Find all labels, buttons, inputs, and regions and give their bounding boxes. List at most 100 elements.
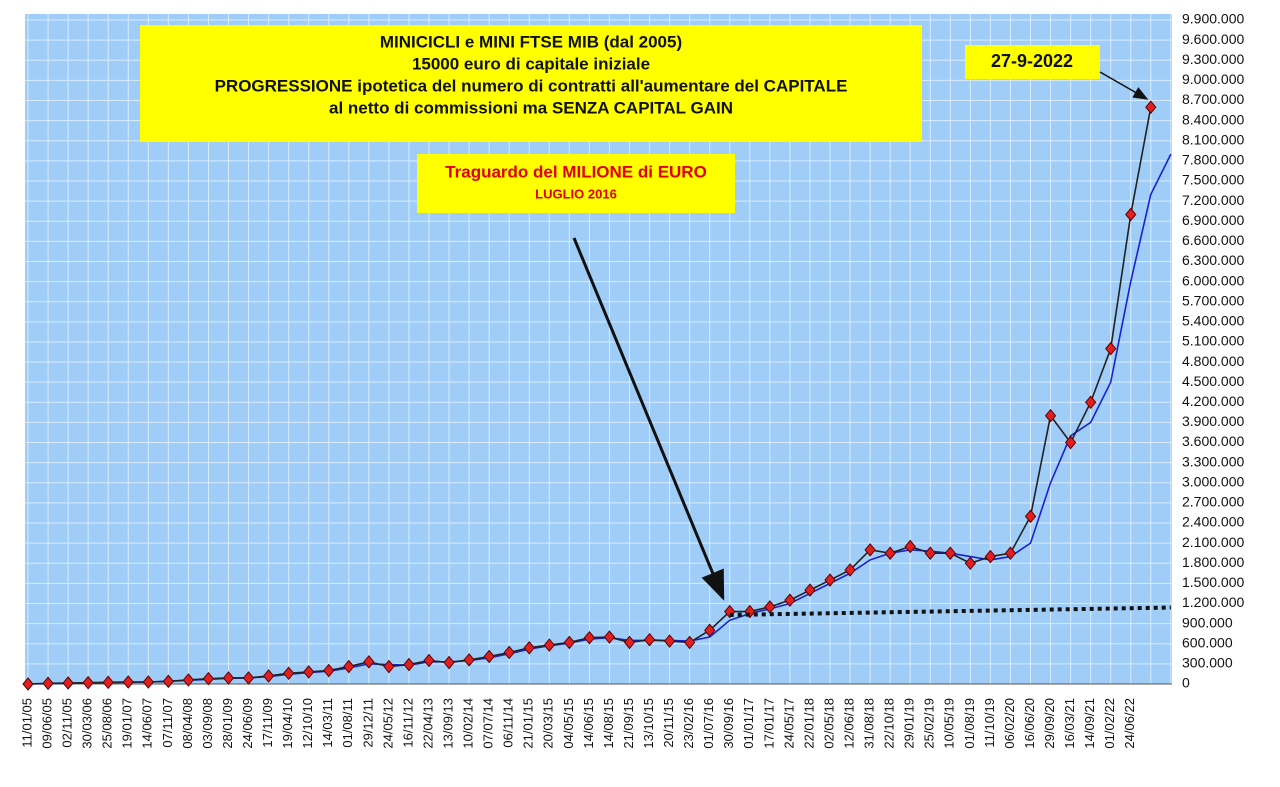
y-tick-label: 9.300.000	[1182, 51, 1244, 67]
marker	[543, 638, 555, 652]
y-tick-label: 4.200.000	[1182, 393, 1244, 409]
y-tick-label: 8.100.000	[1182, 131, 1244, 147]
x-tick-label: 06/11/14	[501, 698, 516, 748]
marker	[523, 641, 535, 655]
marker	[1125, 207, 1137, 222]
x-tick-label: 01/02/22	[1102, 698, 1117, 749]
y-tick-label: 8.700.000	[1182, 91, 1244, 107]
x-tick-label: 11/10/19	[982, 698, 997, 748]
y-tick-label: 8.400.000	[1182, 111, 1244, 127]
x-tick-label: 19/01/07	[120, 698, 135, 749]
marker	[824, 573, 836, 587]
marker	[1145, 100, 1157, 114]
marker	[323, 663, 335, 678]
x-tick-label: 01/08/11	[340, 698, 355, 748]
x-tick-label: 07/11/07	[160, 698, 175, 748]
x-tick-label: 06/02/20	[1002, 698, 1017, 749]
x-tick-label: 14/06/15	[581, 698, 596, 749]
y-tick-label: 2.700.000	[1182, 494, 1244, 510]
marker	[62, 676, 74, 690]
x-tick-label: 16/06/20	[1022, 698, 1037, 749]
marker	[744, 604, 756, 619]
x-tick-label: 24/06/09	[240, 698, 255, 749]
marker	[42, 676, 54, 691]
y-tick-label: 3.600.000	[1182, 433, 1244, 449]
y-tick-label: 2.100.000	[1182, 534, 1244, 550]
y-tick-label: 6.600.000	[1182, 232, 1244, 248]
x-tick-label: 29/12/11	[360, 698, 375, 748]
marker	[683, 635, 696, 650]
y-tick-label: 9.600.000	[1182, 31, 1244, 47]
marker	[303, 665, 315, 679]
x-tick-label: 14/03/11	[320, 698, 335, 748]
marker	[162, 674, 175, 689]
x-tick-label: 02/05/18	[821, 698, 836, 749]
marker	[363, 655, 375, 669]
marker	[343, 659, 355, 674]
title-line: 15000 euro di capitale iniziale	[412, 54, 650, 73]
y-tick-label: 1.800.000	[1182, 554, 1244, 570]
marker	[563, 635, 576, 650]
marker	[623, 635, 636, 650]
x-tick-label: 07/07/14	[481, 698, 496, 749]
arrow	[1099, 71, 1149, 100]
marker	[804, 583, 816, 597]
arrow	[572, 237, 725, 601]
x-tick-label: 12/10/10	[300, 698, 315, 749]
y-tick-label: 6.900.000	[1182, 212, 1244, 228]
marker	[22, 677, 34, 691]
marker	[182, 673, 195, 687]
x-tick-label: 24/06/22	[1122, 698, 1137, 749]
marker	[643, 632, 656, 647]
end-date-label: 27-9-2022	[991, 51, 1073, 71]
marker	[463, 653, 475, 667]
y-tick-label: 3.000.000	[1182, 473, 1244, 489]
marker	[1064, 435, 1077, 450]
y-tick-label: 900.000	[1182, 614, 1233, 630]
x-tick-label: 04/05/15	[561, 698, 576, 749]
x-tick-label: 08/04/08	[180, 698, 195, 749]
marker	[904, 539, 916, 554]
x-tick-label: 21/01/15	[521, 698, 536, 749]
marker	[1105, 341, 1117, 356]
x-tick-label: 16/03/21	[1062, 698, 1077, 749]
y-tick-label: 0	[1182, 675, 1190, 691]
x-tick-label: 25/08/06	[100, 698, 115, 749]
milestone-label: Traguardo del MILIONE di EURO	[445, 162, 707, 181]
x-tick-label: 14/09/21	[1082, 698, 1097, 749]
marker	[503, 645, 515, 660]
series-line	[729, 605, 1171, 617]
marker	[242, 671, 255, 685]
x-tick-label: 20/11/15	[661, 698, 676, 748]
x-tick-label: 02/11/05	[60, 698, 75, 748]
marker	[704, 623, 716, 638]
marker	[202, 671, 215, 686]
y-tick-label: 1.200.000	[1182, 594, 1244, 610]
marker	[262, 669, 275, 683]
x-tick-label: 13/09/13	[440, 698, 455, 749]
marker	[102, 675, 114, 690]
marker	[1084, 395, 1097, 410]
y-tick-label: 4.800.000	[1182, 353, 1244, 369]
marker	[122, 675, 134, 689]
x-tick-label: 14/08/15	[601, 698, 616, 749]
x-tick-label: 03/09/08	[200, 698, 215, 749]
marker	[1044, 408, 1057, 423]
end-date-box	[965, 45, 1100, 79]
x-tick-label: 24/05/17	[781, 698, 796, 749]
x-tick-label: 01/08/19	[962, 698, 977, 749]
y-tick-label: 5.400.000	[1182, 313, 1244, 329]
x-tick-label: 28/01/09	[220, 698, 235, 749]
y-tick-label: 7.800.000	[1182, 152, 1244, 168]
y-tick-label: 5.700.000	[1182, 292, 1244, 308]
title-line: PROGRESSIONE ipotetica del numero di con…	[215, 76, 848, 95]
x-tick-label: 24/05/12	[380, 698, 395, 749]
x-tick-label: 14/06/07	[140, 698, 155, 749]
milestone-box	[417, 154, 735, 213]
x-tick-label: 23/02/16	[681, 698, 696, 749]
marker	[142, 675, 154, 689]
x-tick-label: 22/01/18	[801, 698, 816, 749]
marks	[22, 100, 1172, 691]
x-tick-label: 17/11/09	[260, 698, 275, 748]
